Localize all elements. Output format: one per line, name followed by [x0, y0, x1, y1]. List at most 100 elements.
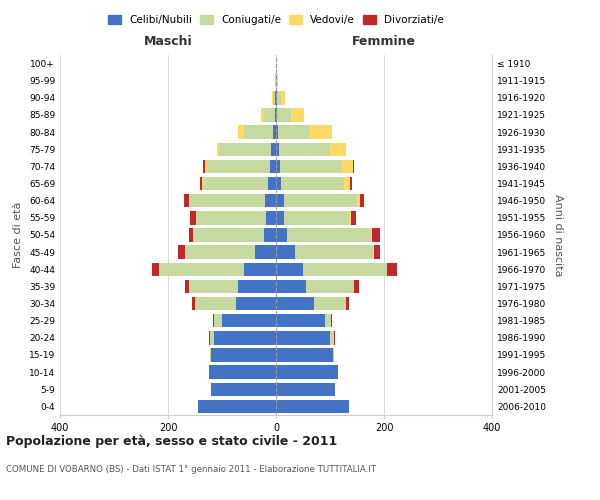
Bar — [213, 314, 214, 328]
Bar — [184, 194, 188, 207]
Bar — [266, 211, 276, 224]
Bar — [235, 297, 276, 310]
Bar — [256, 246, 276, 259]
Bar — [276, 194, 284, 207]
Bar — [276, 382, 335, 396]
Bar — [276, 126, 278, 139]
Bar — [238, 280, 276, 293]
Bar — [271, 142, 276, 156]
Bar — [189, 228, 193, 241]
Bar — [196, 211, 266, 224]
Bar — [290, 108, 304, 122]
Bar — [178, 246, 185, 259]
Bar — [276, 108, 277, 122]
Bar — [214, 331, 276, 344]
Bar — [262, 108, 264, 122]
Bar — [205, 160, 208, 173]
Bar — [281, 91, 285, 104]
Bar — [222, 314, 276, 328]
Bar — [387, 262, 397, 276]
Bar — [244, 126, 274, 139]
Bar — [272, 91, 274, 104]
Bar — [276, 331, 330, 344]
Bar — [277, 108, 290, 122]
Bar — [314, 297, 346, 310]
Bar — [350, 177, 352, 190]
Bar — [188, 194, 190, 207]
Bar — [332, 348, 334, 362]
Text: Popolazione per età, sesso e stato civile - 2011: Popolazione per età, sesso e stato civil… — [6, 435, 337, 448]
Bar — [209, 366, 276, 379]
Bar — [354, 280, 359, 293]
Bar — [310, 126, 332, 139]
Bar — [264, 228, 276, 241]
Bar — [274, 126, 276, 139]
Bar — [276, 297, 314, 310]
Bar — [276, 228, 287, 241]
Bar — [276, 246, 295, 259]
Bar — [306, 280, 354, 293]
Bar — [160, 262, 244, 276]
Bar — [244, 262, 276, 276]
Bar — [203, 160, 205, 173]
Bar — [152, 262, 160, 276]
Bar — [278, 142, 330, 156]
Bar — [276, 177, 281, 190]
Bar — [264, 108, 275, 122]
Bar — [276, 211, 284, 224]
Bar — [280, 160, 343, 173]
Bar — [190, 211, 196, 224]
Y-axis label: Fasce di età: Fasce di età — [13, 202, 23, 268]
Legend: Celibi/Nubili, Coniugati/e, Vedovi/e, Divorziati/e: Celibi/Nubili, Coniugati/e, Vedovi/e, Di… — [105, 12, 447, 28]
Bar — [273, 91, 275, 104]
Bar — [277, 91, 281, 104]
Y-axis label: Anni di nascita: Anni di nascita — [553, 194, 563, 276]
Bar — [330, 331, 334, 344]
Bar — [211, 348, 276, 362]
Bar — [194, 228, 264, 241]
Bar — [208, 160, 269, 173]
Bar — [357, 194, 360, 207]
Bar — [360, 194, 364, 207]
Bar — [343, 160, 353, 173]
Bar — [195, 297, 235, 310]
Text: Femmine: Femmine — [352, 35, 416, 48]
Bar — [278, 126, 310, 139]
Bar — [276, 400, 349, 413]
Bar — [303, 262, 387, 276]
Bar — [276, 314, 325, 328]
Bar — [350, 211, 356, 224]
Bar — [268, 177, 276, 190]
Bar — [287, 228, 371, 241]
Bar — [276, 160, 280, 173]
Bar — [281, 177, 343, 190]
Text: Maschi: Maschi — [143, 35, 193, 48]
Bar — [190, 280, 238, 293]
Bar — [276, 280, 306, 293]
Bar — [276, 262, 303, 276]
Bar — [276, 142, 278, 156]
Bar — [203, 177, 268, 190]
Bar — [200, 177, 202, 190]
Bar — [238, 126, 244, 139]
Bar — [209, 331, 214, 344]
Bar — [265, 194, 276, 207]
Bar — [211, 382, 276, 396]
Bar — [284, 194, 357, 207]
Bar — [185, 280, 189, 293]
Bar — [353, 160, 354, 173]
Bar — [276, 348, 332, 362]
Text: COMUNE DI VOBARNO (BS) - Dati ISTAT 1° gennaio 2011 - Elaborazione TUTTITALIA.IT: COMUNE DI VOBARNO (BS) - Dati ISTAT 1° g… — [6, 465, 376, 474]
Bar — [371, 228, 380, 241]
Bar — [217, 142, 220, 156]
Bar — [277, 74, 278, 88]
Bar — [276, 366, 338, 379]
Bar — [214, 314, 222, 328]
Bar — [349, 211, 350, 224]
Bar — [276, 74, 277, 88]
Bar — [346, 297, 349, 310]
Bar — [275, 108, 276, 122]
Bar — [295, 246, 373, 259]
Bar — [220, 142, 271, 156]
Bar — [190, 194, 265, 207]
